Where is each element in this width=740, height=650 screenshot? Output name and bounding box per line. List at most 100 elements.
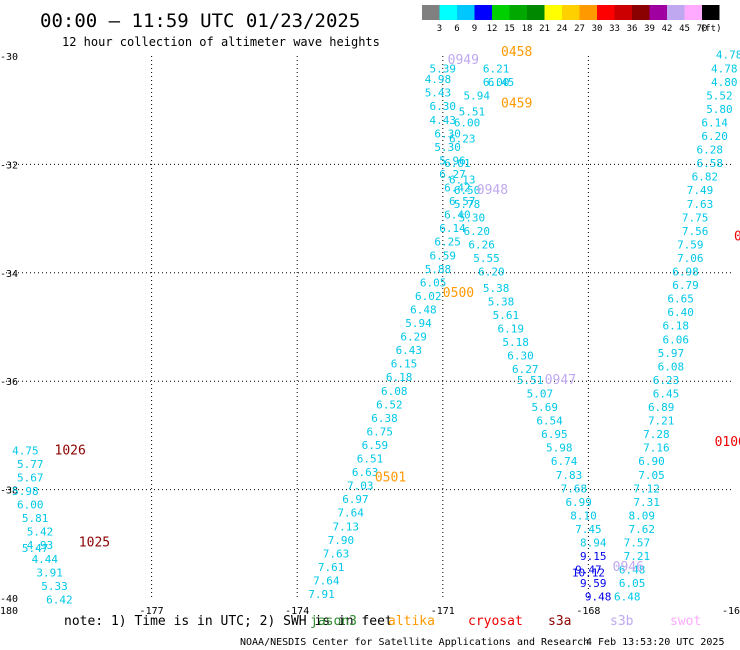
data-point-label: 7.57 [624,537,651,550]
data-point-label: 6.14 [439,222,466,235]
y-tick-label: -38 [0,486,18,497]
time-label: 0948 [477,183,508,198]
data-point-label: 5.18 [502,336,529,349]
data-point-label: 4.98 [425,73,452,86]
data-point-label: 5.61 [493,309,520,322]
data-point-label: 6.48 [619,564,646,577]
data-point-label: 5.39 [430,62,457,75]
data-point-label: 6.51 [357,453,384,466]
x-tick-label: -177 [140,606,164,617]
x-tick-label: -165 [722,606,740,617]
data-point-label: 6.30 [507,350,534,363]
data-point-label: 7.16 [643,442,670,455]
data-point-label: 6.30 [430,100,457,113]
data-point-label: 5.98 [546,442,573,455]
data-point-label: 9.15 [580,550,607,563]
data-point-label: 5.98 [12,485,39,498]
data-point-label: 7.03 [347,480,374,493]
data-point-label: 7.28 [643,428,670,441]
data-point-label: 6.45 [653,387,680,400]
data-point-label: 6.13 [449,173,476,186]
colorbar-tick: 45 [679,24,690,34]
colorbar-swatch [457,5,475,20]
data-point-label: 6.00 [454,116,481,129]
footer-note: note: 1) Time is in UTC; 2) SWH is in fe… [64,614,393,629]
data-point-label: 6.00 [483,76,510,89]
satellite-legend-cryosat: cryosat [468,614,523,629]
data-point-label: 6.27 [512,363,539,376]
data-point-label: 7.05 [638,469,665,482]
data-point-label: 6.43 [396,344,423,357]
data-point-label: 5.94 [405,317,432,330]
time-label: 0107 [734,229,740,244]
data-point-label: 5.30 [434,141,461,154]
data-point-label: 6.19 [497,322,524,335]
data-point-label: 6.97 [342,493,369,506]
data-point-label: 6.95 [541,428,568,441]
data-point-label: 6.08 [658,360,685,373]
colorbar-swatch [474,5,492,20]
colorbar-tick: 3 [437,24,442,34]
gridlines [6,56,734,598]
data-point-label: 6.30 [434,127,461,140]
data-point-label: 6.00 [17,499,44,512]
colorbar-tick: 18 [522,24,533,34]
time-label: 0459 [501,96,532,111]
data-point-label: 6.79 [672,279,699,292]
data-point-label: 10.12 [572,566,605,579]
colorbar-swatch [684,5,702,20]
data-point-label: 5.07 [527,387,554,400]
data-point-label: 6.82 [692,171,719,184]
data-point-label: 5.77 [17,458,44,471]
colorbar-tick: 36 [627,24,638,34]
data-point-label: 6.45 [488,76,515,89]
colorbar-swatch [492,5,510,20]
data-point-label: 6.29 [400,331,427,344]
data-point-label: 6.02 [415,290,442,303]
data-point-label: 5.97 [658,347,685,360]
data-point-label: 6.40 [444,209,471,222]
data-point-label: 7.83 [556,469,583,482]
data-point-label: 7.49 [687,184,714,197]
data-point-label: 7.06 [677,252,704,265]
data-point-label: 7.91 [308,588,335,601]
time-label: 0946 [613,560,644,575]
colorbar-swatch [579,5,597,20]
data-point-label: 6.27 [439,168,466,181]
data-point-label: 5.30 [459,211,486,224]
colorbar-swatch [614,5,632,20]
time-label: 0947 [545,373,576,388]
satellite-legend-swot: swot [670,614,701,629]
time-label: 0501 [375,470,406,485]
data-point-label: 5.52 [706,89,733,102]
data-point-label: 6.08 [381,385,408,398]
footer-generated: 4 Feb 13:53:20 UTC 2025 [586,637,724,648]
satellite-legend-altika: altika [388,614,435,629]
axes: -180 -177 -174 -171 -168 -165 -30 -32 -34 -36 -38 -… [0,52,740,617]
colorbar-swatch [509,5,527,20]
colorbar-tick: 42 [662,24,673,34]
colorbar-tick: 33 [609,24,620,34]
data-point-label: 7.90 [328,534,355,547]
colorbar-swatch [439,5,457,20]
colorbar-swatch [667,5,685,20]
data-point-label: 5.43 [425,87,452,100]
data-point-label: 5.94 [464,89,491,102]
colorbar-tick: 9 [472,24,477,34]
colorbar-tick: 15 [504,24,515,34]
colorbar-tick: 70 [697,24,708,34]
data-point-label: 5.96 [439,154,466,167]
data-point-label: 9.59 [580,577,607,590]
data-point-label: 4.80 [711,76,738,89]
data-point-label: 6.59 [362,439,389,452]
data-point-label: 5.88 [425,263,452,276]
y-tick-label: -34 [0,269,18,280]
data-point-label: 7.64 [337,507,364,520]
x-tick-label: -180 [0,606,18,617]
data-point-label: 6.54 [536,415,563,428]
data-point-label: 6.20 [701,130,728,143]
data-point-label: 6.42 [444,182,471,195]
data-point-label: 7.61 [318,561,345,574]
data-point-label: 7.64 [313,574,340,587]
